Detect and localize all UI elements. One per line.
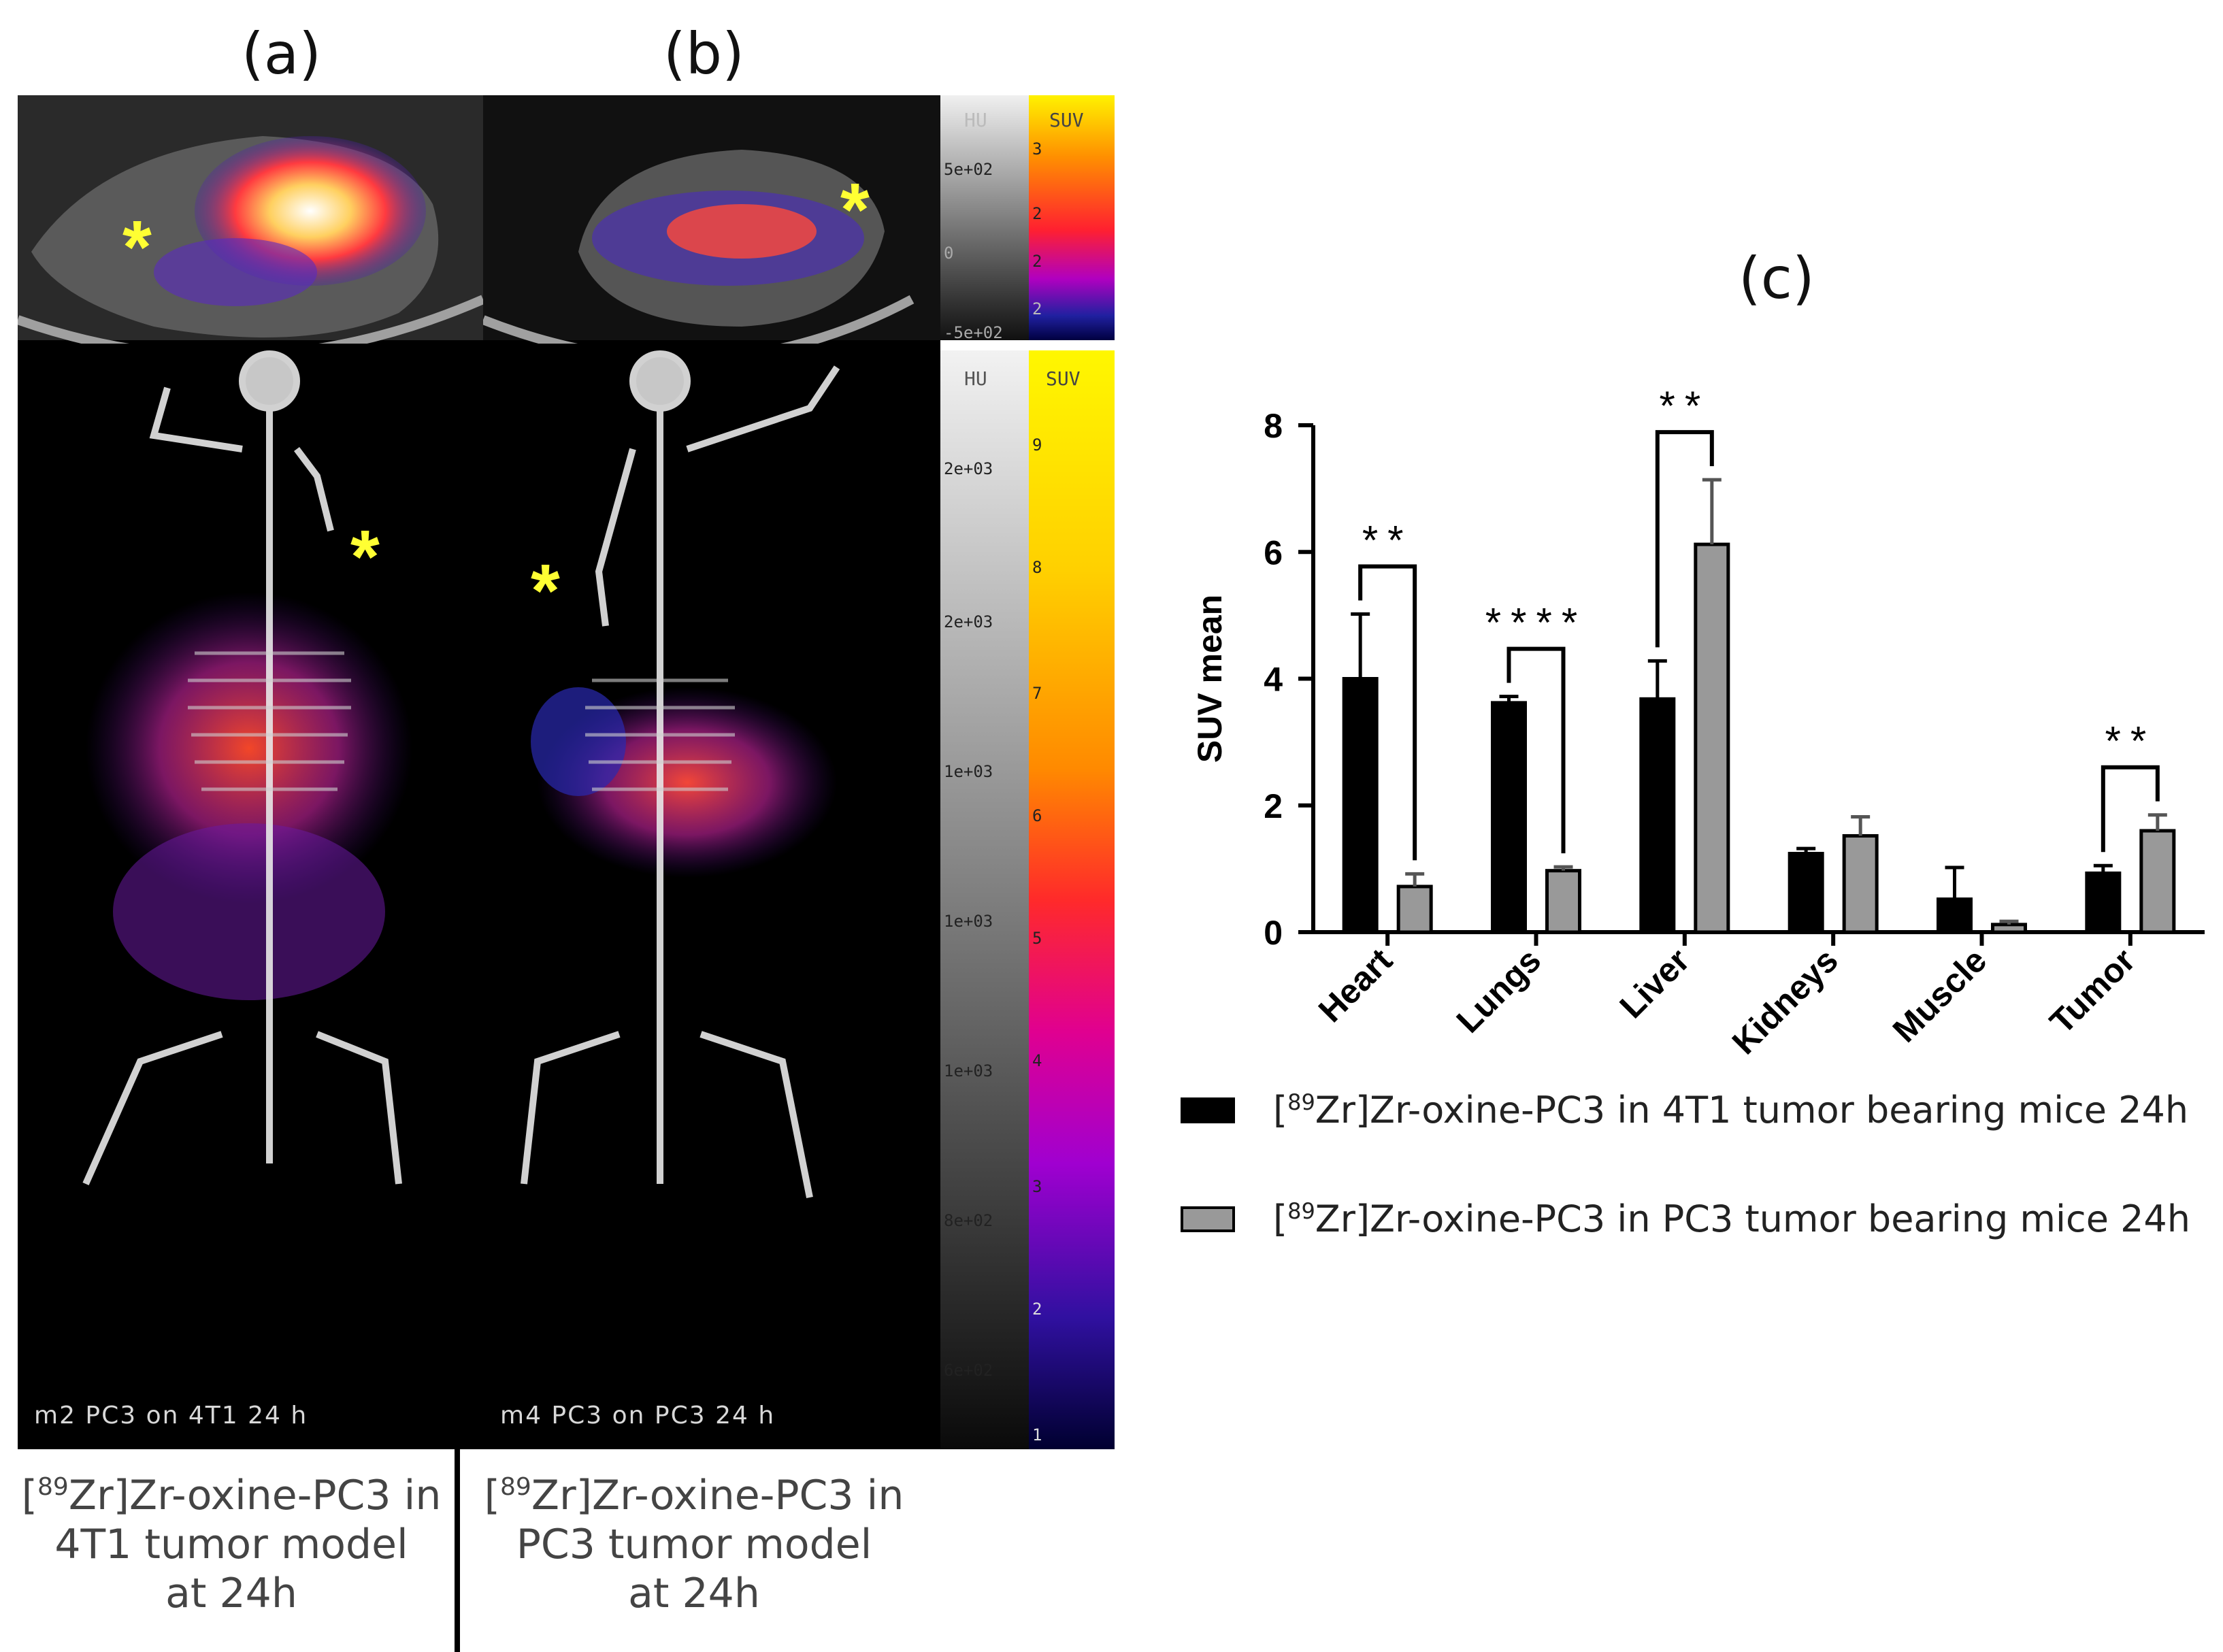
caption-divider <box>455 1449 460 1652</box>
colorbar-top-suv-bar <box>1029 95 1115 340</box>
scan-label-b: m4 PC3 on PC3 24 h <box>500 1402 776 1430</box>
y-tick-label: 6 <box>1264 533 1283 572</box>
legend-swatch-series1 <box>1181 1097 1235 1123</box>
significance-bracket <box>1358 564 1417 861</box>
bar-2 <box>2139 829 2176 934</box>
significance-stars: ** <box>1659 383 1710 429</box>
significance-stars: ** <box>2105 718 2156 764</box>
significance-stars: ** <box>1362 518 1413 563</box>
colorbar-top-suv-title: SUV <box>1049 109 1084 131</box>
legend-item-series2: [89Zr]Zr-oxine-PC3 in PC3 tumor bearing … <box>1181 1197 2190 1240</box>
bar-2 <box>1694 542 1730 934</box>
significance-bracket <box>1655 430 1714 648</box>
x-tick-label: Kidneys <box>1725 941 1845 1061</box>
colorbar-main-suv-tick: 6 <box>1032 806 1042 825</box>
colorbar-top-suv-tick: 2 <box>1032 299 1042 318</box>
colorbar-main-suv-tick: 9 <box>1032 435 1042 455</box>
x-tick-label: Tumor <box>2043 941 2143 1041</box>
legend-item-series1: [89Zr]Zr-oxine-PC3 in 4T1 tumor bearing … <box>1181 1089 2188 1131</box>
colorbar-main-hu-tick: 1e+03 <box>944 762 993 781</box>
x-tick-label: Lungs <box>1449 941 1549 1040</box>
bar-1 <box>1639 697 1676 934</box>
y-tick-label: 0 <box>1264 914 1283 952</box>
colorbar-main: HU SUV 2e+03 2e+03 1e+03 1e+03 1e+03 8e+… <box>940 350 1115 1449</box>
legend-label-series1: [89Zr]Zr-oxine-PC3 in 4T1 tumor bearing … <box>1273 1089 2189 1131</box>
colorbar-main-hu-tick: 2e+03 <box>944 459 993 478</box>
caption-b-line1: [89Zr]Zr-oxine-PC3 in <box>484 1472 904 1519</box>
bar-1 <box>2085 871 2122 934</box>
caption-a-line2: 4T1 tumor model <box>54 1521 408 1568</box>
colorbar-top-hu-bar <box>940 95 1029 340</box>
tumor-marker-a-body: * <box>350 515 380 599</box>
colorbar-main-hu-bar <box>940 350 1029 1449</box>
tumor-marker-b-axial: * <box>840 168 870 252</box>
legend-swatch-series2 <box>1181 1206 1235 1232</box>
colorbar-top-suv-tick: 3 <box>1032 139 1042 159</box>
bar-2 <box>1396 885 1433 934</box>
caption-a-line1: [89Zr]Zr-oxine-PC3 in <box>21 1472 442 1519</box>
bar-1 <box>1937 897 1973 934</box>
colorbar-main-hu-tick: 1e+03 <box>944 1061 993 1080</box>
colorbar-top: HU SUV 5e+02 0 -5e+02 3 2 2 2 <box>940 95 1115 342</box>
caption-a: [89Zr]Zr-oxine-PC3 in 4T1 tumor model at… <box>14 1463 449 1618</box>
bar-2 <box>1991 923 2027 934</box>
significance-stars: **** <box>1485 600 1587 646</box>
y-tick-label: 8 <box>1264 407 1283 445</box>
bar-1 <box>1491 701 1527 934</box>
bar-2 <box>1842 833 1879 934</box>
bar-chart: 0 2 4 6 8 SUV mean Heart Lungs Liver Kidneys Muscl… <box>1191 383 2205 1061</box>
colorbar-top-hu-tick: 5e+02 <box>944 160 993 179</box>
colorbar-top-suv-tick: 2 <box>1032 204 1042 223</box>
y-tick-label: 4 <box>1264 661 1283 699</box>
caption-a-line3: at 24h <box>165 1570 297 1617</box>
x-tick-label: Heart <box>1311 941 1400 1029</box>
colorbar-main-suv-tick: 3 <box>1032 1177 1042 1196</box>
colorbar-main-suv-tick: 2 <box>1032 1300 1042 1319</box>
colorbar-main-hu-tick: 1e+03 <box>944 912 993 931</box>
colorbar-main-suv-tick: 5 <box>1032 929 1042 948</box>
bar-1 <box>1342 677 1379 934</box>
bar-2 <box>1545 869 1581 934</box>
colorbar-top-hu-tick: -5e+02 <box>944 323 1003 342</box>
tumor-marker-a-axial: * <box>122 205 152 289</box>
caption-b-line3: at 24h <box>628 1570 760 1617</box>
colorbar-top-suv-tick: 2 <box>1032 252 1042 271</box>
colorbar-main-suv-title: SUV <box>1046 367 1081 390</box>
colorbar-top-hu-tick: 0 <box>944 244 954 263</box>
colorbar-main-suv-bar <box>1029 350 1115 1449</box>
panel-b-label: (b) <box>663 20 744 87</box>
chart-title: (c) <box>1739 245 1815 312</box>
significance-bracket <box>2101 765 2160 853</box>
colorbar-main-suv-tick: 4 <box>1032 1051 1042 1070</box>
caption-b: [89Zr]Zr-oxine-PC3 in PC3 tumor model at… <box>470 1463 919 1618</box>
caption-b-line2: PC3 tumor model <box>516 1521 872 1568</box>
y-axis-label: SUV mean <box>1191 595 1229 763</box>
tumor-marker-b-body: * <box>531 549 560 633</box>
panel-a-label: (a) <box>242 20 322 87</box>
x-tick-label: Muscle <box>1886 941 1994 1049</box>
significance-bracket <box>1506 646 1566 854</box>
colorbar-main-suv-tick: 1 <box>1032 1425 1042 1444</box>
colorbar-main-hu-tick: 8e+02 <box>944 1211 993 1230</box>
colorbar-main-hu-tick: 6e+02 <box>944 1361 993 1380</box>
colorbar-main-hu-title: HU <box>964 367 987 390</box>
colorbar-top-hu-title: HU <box>964 109 987 131</box>
colorbar-main-hu-tick: 2e+03 <box>944 612 993 631</box>
colorbar-main-suv-tick: 8 <box>1032 558 1042 577</box>
pet-ct-image-b <box>483 95 940 1449</box>
pet-ct-render-b <box>483 95 940 1449</box>
x-tick-label: Liver <box>1613 941 1697 1025</box>
colorbar-main-suv-tick: 7 <box>1032 684 1042 703</box>
pet-ct-render-a <box>18 95 483 1449</box>
pet-ct-image-a <box>18 95 483 1449</box>
scan-label-a: m2 PC3 on 4T1 24 h <box>34 1402 308 1430</box>
bar-1 <box>1788 852 1824 934</box>
y-tick-label: 2 <box>1264 787 1283 825</box>
legend-label-series2: [89Zr]Zr-oxine-PC3 in PC3 tumor bearing … <box>1273 1197 2191 1240</box>
